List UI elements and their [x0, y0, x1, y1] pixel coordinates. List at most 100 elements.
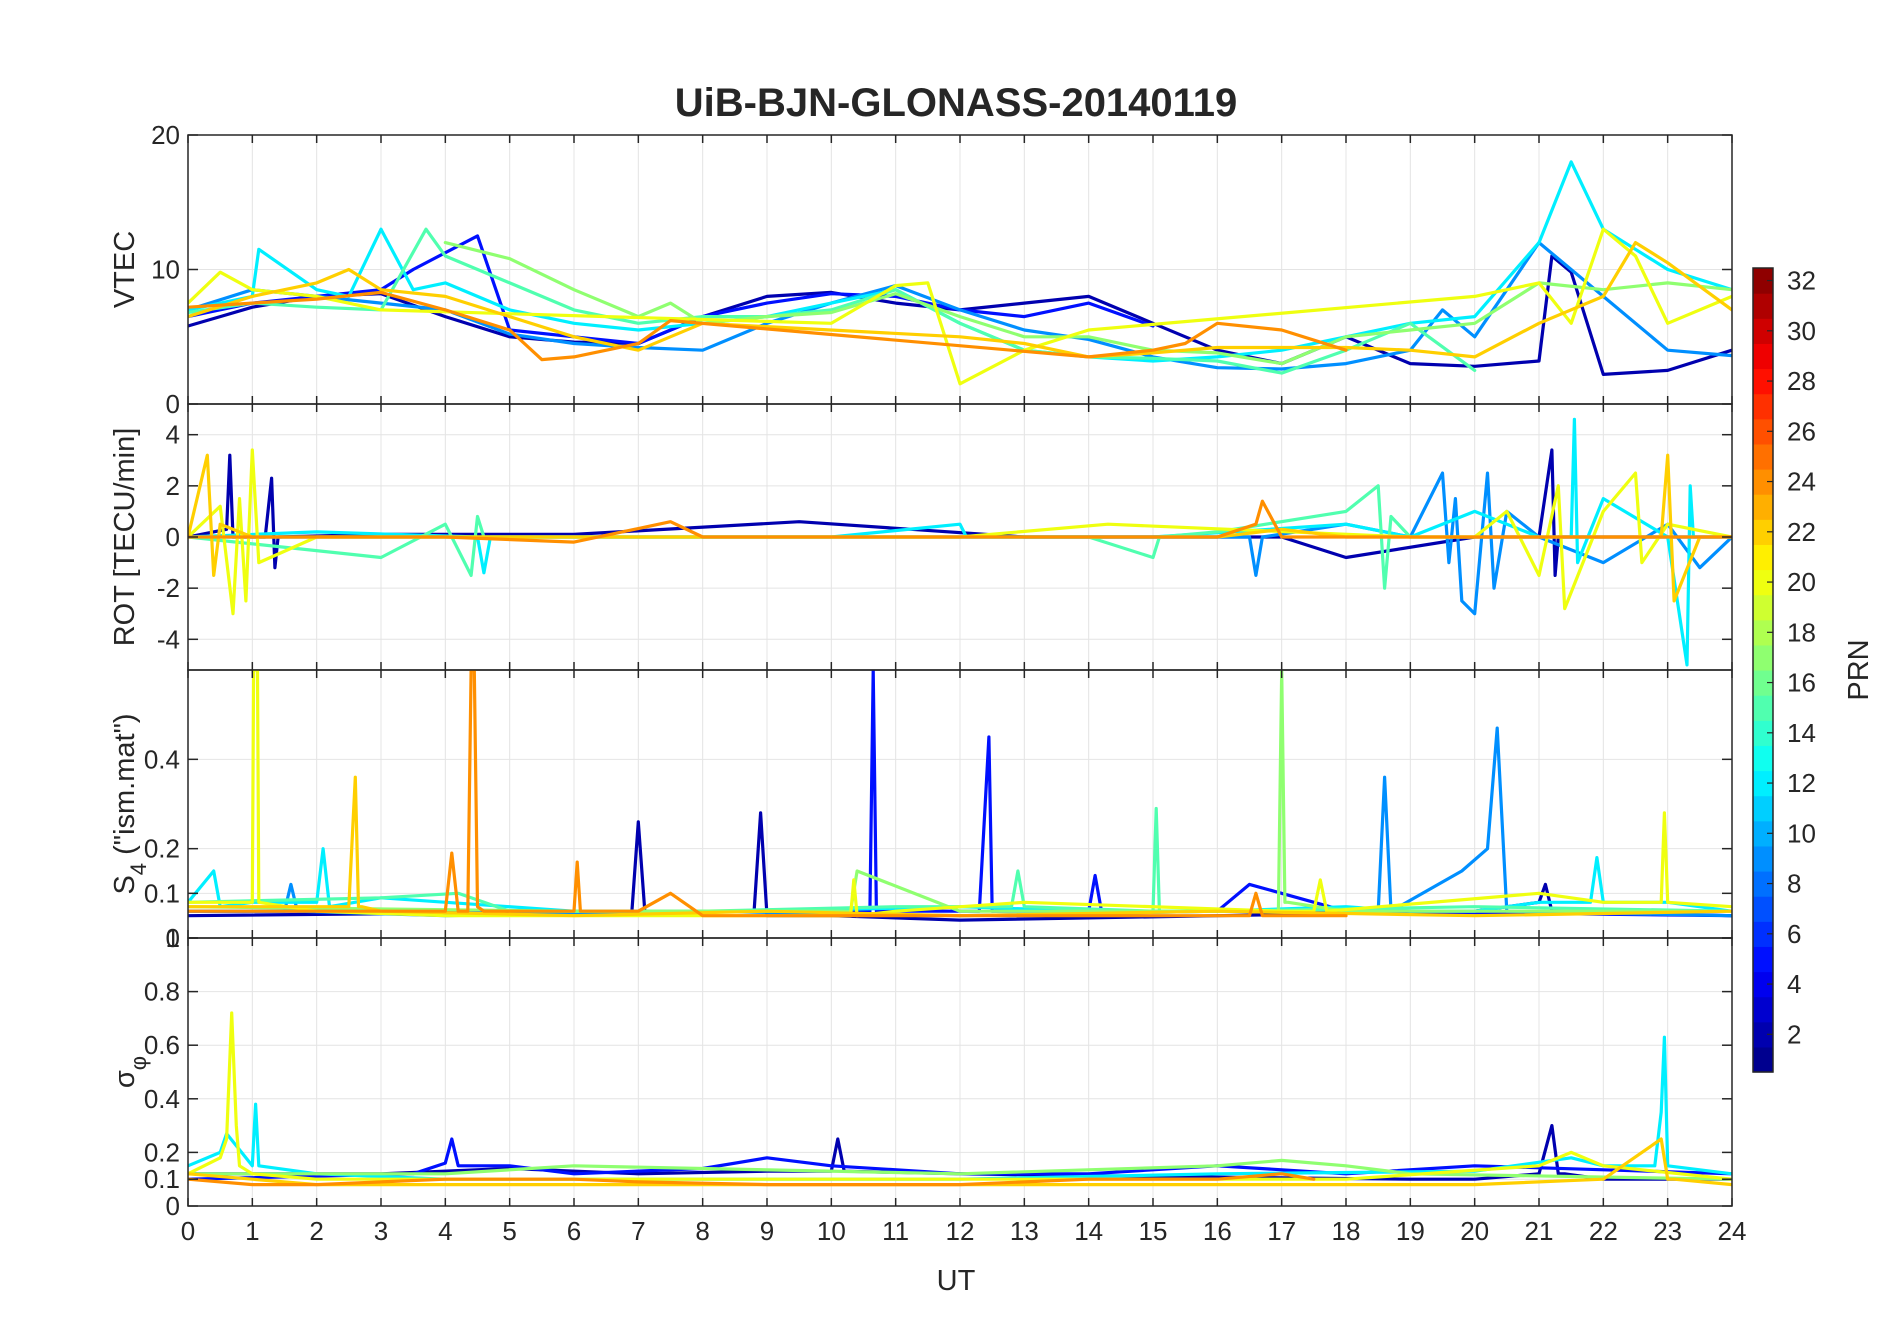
colorbar-swatch [1753, 544, 1773, 571]
colorbar-swatch [1753, 971, 1773, 998]
colorbar-tick-label: 14 [1787, 718, 1816, 748]
series-group-vtec [188, 160, 1732, 386]
series-line-prn-24 [188, 1172, 1316, 1187]
series-line-prn-20 [188, 227, 1732, 386]
x-tick-label: 24 [1718, 1216, 1747, 1246]
colorbar-label: PRN [1843, 639, 1875, 700]
series-line-prn-24 [188, 290, 1348, 362]
colorbar-swatch [1753, 268, 1773, 294]
colorbar-swatch [1753, 1021, 1773, 1048]
colorbar-swatch [1753, 745, 1773, 772]
x-tick-label: 20 [1460, 1216, 1489, 1246]
colorbar-swatch [1753, 770, 1773, 797]
colorbar-swatch [1753, 845, 1773, 872]
colorbar-swatch [1753, 594, 1773, 621]
x-tick-label: 11 [882, 1216, 909, 1246]
series-line-prn-24 [188, 670, 1348, 918]
y-axis-label-rot: ROT [TECU/min] [109, 428, 141, 647]
y-axis-label-sigma-phi: σφ [109, 1056, 151, 1088]
colorbar-swatch [1753, 393, 1773, 420]
y-tick-label: 0.1 [144, 878, 180, 908]
x-tick-label: 0 [181, 1216, 195, 1246]
colorbar-swatch [1753, 921, 1773, 947]
colorbar-swatch [1753, 795, 1773, 822]
y-tick-label: -2 [157, 573, 180, 603]
colorbar-tick-label: 22 [1787, 517, 1816, 547]
colorbar-swatch [1753, 343, 1773, 370]
y-tick-label: 0.4 [144, 744, 180, 774]
colorbar-tick-label: 4 [1787, 969, 1801, 999]
x-tick-label: 17 [1267, 1216, 1296, 1246]
y-tick-label: 0.2 [144, 1137, 180, 1167]
series-line-prn-12 [188, 847, 1732, 913]
x-tick-label: 4 [438, 1216, 452, 1246]
colorbar-swatch [1753, 1046, 1773, 1073]
y-tick-label: 0.2 [144, 834, 180, 864]
series-group-rot [188, 417, 1732, 667]
y-tick-label: 2 [166, 471, 180, 501]
x-tick-label: 13 [1010, 1216, 1039, 1246]
y-tick-label: 0.4 [144, 1084, 180, 1114]
series-line-prn-15 [188, 484, 1477, 590]
series-group-s4 [188, 670, 1732, 922]
series-line-prn-20 [188, 670, 1732, 918]
colorbar-swatch [1753, 644, 1773, 671]
y-tick-label: -4 [157, 624, 180, 654]
y-tick-label: 0.1 [144, 1164, 180, 1194]
x-tick-label: 5 [502, 1216, 516, 1246]
y-tick-label: 4 [166, 420, 180, 450]
colorbar-swatch [1753, 996, 1773, 1023]
x-tick-label: 10 [817, 1216, 846, 1246]
x-tick-label: 8 [695, 1216, 709, 1246]
colorbar-swatch [1753, 695, 1773, 721]
chart-title: UiB-BJN-GLONASS-20140119 [675, 81, 1237, 125]
colorbar-tick-label: 24 [1787, 467, 1816, 497]
y-tick-label: 1 [166, 923, 180, 953]
colorbar-tick-label: 30 [1787, 316, 1816, 346]
series-line-prn-17 [443, 241, 1732, 366]
x-tick-label: 14 [1074, 1216, 1103, 1246]
y-tick-label: 0 [166, 1191, 180, 1221]
series-line-prn-17 [188, 1158, 1732, 1181]
colorbar-swatch [1753, 418, 1773, 445]
colorbar-swatch [1753, 494, 1773, 520]
colorbar-tick-label: 20 [1787, 567, 1816, 597]
panel-vtec: 0 10 20 VTEC [109, 120, 1733, 419]
y-axis-label-vtec: VTEC [109, 231, 141, 308]
series-line-prn-20 [188, 448, 1732, 616]
series-group-sigma-phi [188, 1011, 1732, 1187]
y-tick-label: 10 [151, 255, 180, 285]
x-tick-label: 1 [245, 1216, 259, 1246]
x-tick-label: 15 [1139, 1216, 1168, 1246]
y-tick-label: 0.8 [144, 977, 180, 1007]
colorbar-swatch [1753, 469, 1773, 495]
x-tick-label: 23 [1653, 1216, 1682, 1246]
y-tick-label: 0.6 [144, 1030, 180, 1060]
x-axis-label: UT [937, 1265, 976, 1297]
series-line-prn-5 [188, 1137, 1732, 1181]
x-tick-label: 6 [567, 1216, 581, 1246]
colorbar-swatch [1753, 820, 1773, 847]
colorbar-tick-label: 6 [1787, 919, 1801, 949]
colorbar-swatch [1753, 519, 1773, 545]
colorbar-tick-label: 18 [1787, 617, 1816, 647]
colorbar-swatch [1753, 569, 1773, 596]
colorbar-tick-label: 26 [1787, 416, 1816, 446]
colorbar-swatch [1753, 619, 1773, 646]
y-tick-label: 20 [151, 120, 180, 150]
colorbar-tick-label: 8 [1787, 869, 1801, 899]
colorbar-swatch [1753, 670, 1773, 696]
x-tick-label: 2 [309, 1216, 323, 1246]
colorbar-tick-label: 2 [1787, 1019, 1801, 1049]
y-tick-label: 0 [166, 522, 180, 552]
colorbar-swatch [1753, 293, 1773, 319]
colorbar-frame [1752, 267, 1774, 1073]
y-tick-label: 0 [166, 923, 180, 953]
x-tick-label: 7 [631, 1216, 645, 1246]
series-line-prn-24 [188, 499, 1732, 544]
x-tick-label: 18 [1332, 1216, 1361, 1246]
